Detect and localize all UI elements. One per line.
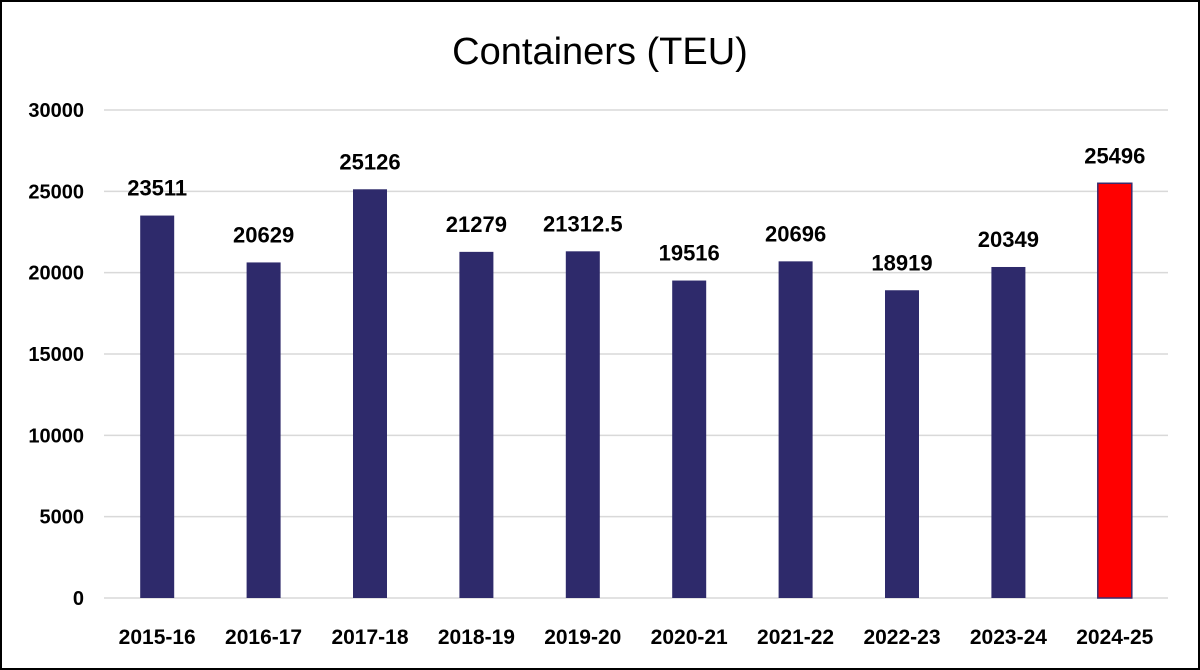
bar-2022-23 xyxy=(885,290,919,598)
data-label-2022-23: 18919 xyxy=(871,250,932,275)
data-label-2023-24: 20349 xyxy=(978,227,1039,252)
x-axis: 2015-16 2016-17 2017-18 2018-19 2019-20 2020-… xyxy=(119,626,1154,649)
bar-2020-21 xyxy=(672,280,707,598)
x-tick-label: 2023-24 xyxy=(970,626,1047,649)
y-tick-label: 5000 xyxy=(40,507,85,529)
y-tick-label: 30000 xyxy=(28,100,84,122)
data-label-2024-25: 25496 xyxy=(1084,143,1145,168)
data-label-2015-16: 23511 xyxy=(127,176,187,201)
data-label-2016-17: 20629 xyxy=(233,222,294,247)
gridlines xyxy=(104,109,1168,599)
y-tick-label: 25000 xyxy=(28,181,84,203)
bar-2021-22 xyxy=(778,261,813,598)
data-label-2018-19: 21279 xyxy=(446,212,507,237)
y-tick-label: 0 xyxy=(73,588,84,610)
y-axis: 0 5000 10000 15000 20000 25000 30000 xyxy=(28,100,84,610)
x-tick-label: 2022-23 xyxy=(863,626,940,649)
x-tick-label: 2021-22 xyxy=(757,626,834,649)
data-label-2020-21: 19516 xyxy=(659,241,720,266)
x-tick-label: 2019-20 xyxy=(544,626,621,649)
bar-2018-19 xyxy=(459,251,494,598)
y-tick-label: 10000 xyxy=(28,425,84,447)
data-label-2017-18: 25126 xyxy=(339,149,400,174)
bar-2017-18 xyxy=(353,189,387,598)
x-tick-label: 2017-18 xyxy=(331,626,408,649)
data-label-2019-20: 21312.5 xyxy=(543,211,623,236)
x-tick-label: 2016-17 xyxy=(225,626,302,649)
x-tick-label: 2024-25 xyxy=(1076,626,1153,649)
data-labels: 23511 20629 25126 21279 21312.5 19516 20696 189… xyxy=(127,143,1145,275)
x-tick-label: 2018-19 xyxy=(438,626,515,649)
x-tick-label: 2020-21 xyxy=(651,626,728,649)
bar-2024-25 xyxy=(1097,182,1133,599)
y-tick-label: 15000 xyxy=(28,344,84,366)
bars xyxy=(140,182,1133,599)
data-label-2021-22: 20696 xyxy=(765,221,826,246)
x-tick-label: 2015-16 xyxy=(119,626,196,649)
y-tick-label: 20000 xyxy=(28,263,84,285)
bar-2016-17 xyxy=(246,262,281,598)
bar-2023-24 xyxy=(991,266,1026,598)
bar-2015-16 xyxy=(140,215,175,599)
bar-2019-20 xyxy=(565,251,600,599)
chart-title: Containers (TEU) xyxy=(452,31,748,73)
